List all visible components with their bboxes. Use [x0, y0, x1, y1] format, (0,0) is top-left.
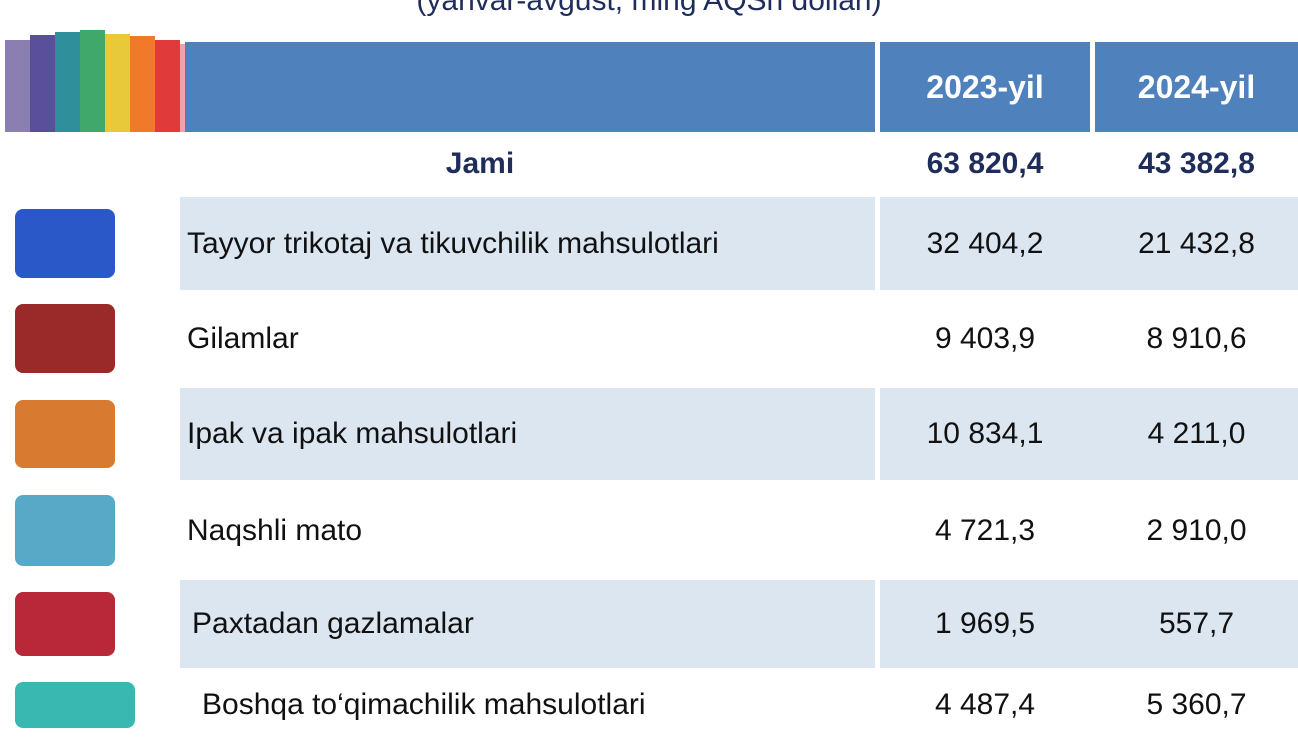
- row-label: Paxtadan gazlamalar: [192, 607, 474, 640]
- header-band: [185, 42, 1298, 132]
- row-icon: [15, 495, 115, 566]
- value: 8 910,6: [1146, 321, 1247, 355]
- value: 9 403,9: [934, 321, 1036, 355]
- row-label: Boshqa to‘qimachilik mahsulotlari: [202, 688, 646, 721]
- value: 21 432,8: [1138, 226, 1255, 260]
- value: 63 820,4: [926, 146, 1044, 180]
- column-separator: [875, 42, 880, 740]
- row-icon: [15, 592, 115, 656]
- row-band: [180, 580, 1298, 668]
- value: 5 360,7: [1146, 688, 1247, 721]
- value: 32 404,2: [926, 226, 1044, 260]
- value: 43 382,8: [1138, 146, 1255, 180]
- row-label: Jami: [445, 146, 515, 180]
- value: 4 721,3: [934, 513, 1036, 547]
- value: 4 487,4: [934, 688, 1036, 721]
- row-band: [180, 388, 1298, 480]
- column-header: 2024-yil: [1137, 68, 1256, 105]
- value: 1 969,5: [934, 607, 1036, 640]
- row-label: Ipak va ipak mahsulotlari: [187, 417, 518, 450]
- row-band: [180, 197, 1298, 290]
- row-label: Gilamlar: [187, 321, 299, 355]
- row-label: Tayyor trikotaj va tikuvchilik mahsulotl…: [187, 226, 719, 260]
- row-label: Naqshli mato: [187, 513, 363, 547]
- row-icon: [15, 400, 115, 468]
- row-icon: [15, 304, 115, 373]
- value: 557,7: [1158, 607, 1235, 640]
- row-icon: [15, 682, 135, 728]
- row-icon: [15, 209, 115, 278]
- value: 10 834,1: [926, 417, 1044, 450]
- subtitle: (yanvar-avgust, ming AQSh dollari): [416, 0, 882, 17]
- fabric-image: [5, 30, 200, 132]
- value: 2 910,0: [1146, 513, 1247, 547]
- column-header: 2023-yil: [926, 68, 1044, 105]
- value: 4 211,0: [1147, 417, 1246, 450]
